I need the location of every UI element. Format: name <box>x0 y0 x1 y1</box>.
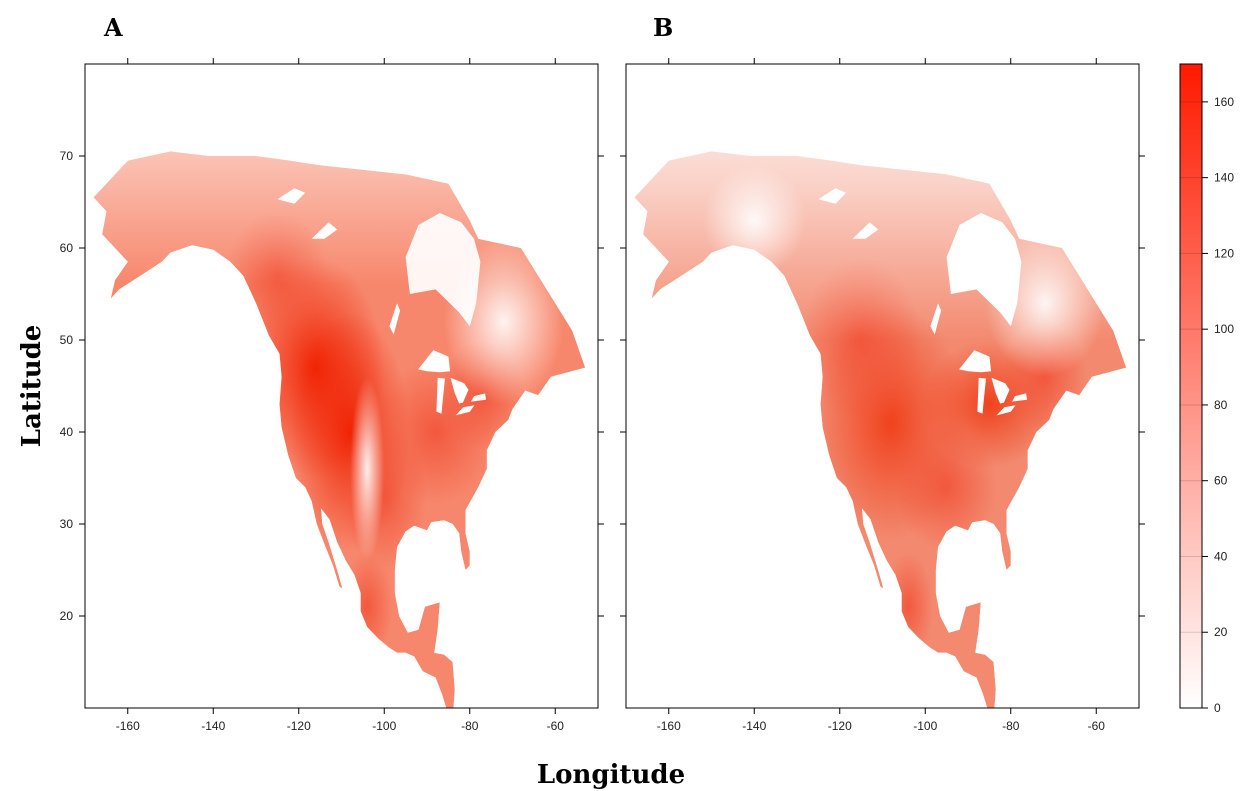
x-tick-label: -80 <box>461 719 479 733</box>
x-tick-label: -140 <box>742 719 766 733</box>
panel-a-label: A <box>103 13 123 42</box>
colorbar-scale <box>1179 63 1203 709</box>
panel-b-lake-erie <box>996 405 1016 416</box>
panel-a-lake-ontario <box>471 393 486 402</box>
panel-b-lake-michigan <box>977 377 986 414</box>
colorbar-tick-label: 100 <box>1214 322 1234 336</box>
panel-b-arctic-fade <box>634 151 1127 340</box>
panel-b-lake-winnipeg <box>930 303 942 335</box>
panel-a-land <box>93 151 586 708</box>
y-tick-label: 60 <box>60 241 74 255</box>
panel-b-intensity-zone <box>895 422 998 552</box>
panel-a-great-bear-lake <box>277 188 306 204</box>
x-axis-title: Longitude <box>537 760 685 790</box>
x-tick-label: -160 <box>116 719 140 733</box>
panel-a-frame <box>84 63 599 709</box>
panel-a-arctic-fade <box>93 151 586 285</box>
panel-a-intensity-zone <box>350 376 385 561</box>
y-tick-label: 40 <box>60 425 74 439</box>
colorbar-tick-label: 80 <box>1214 398 1228 412</box>
colorbar-ticks: 0 20 40 60 80 100 120 140 160 <box>1180 95 1234 715</box>
panel-a: A -160 -140 -120 -100 -80 -60 20 30 40 50 60 70 <box>60 13 604 733</box>
colorbar: 0 20 40 60 80 100 120 140 160 <box>1179 63 1234 715</box>
y-axis-title: Latitude <box>17 325 47 448</box>
panel-b: B -160 -140 -120 -100 -80 -60 <box>620 13 1145 733</box>
x-tick-label: -80 <box>1002 719 1020 733</box>
panel-b-lake-huron <box>991 377 1010 404</box>
panel-a-lake-superior <box>418 350 451 373</box>
colorbar-tick-label: 140 <box>1214 171 1234 185</box>
x-tick-label: -100 <box>372 719 396 733</box>
panel-a-great-slave-lake <box>311 222 338 239</box>
panel-b-great-bear-lake <box>818 188 847 204</box>
panel-a-ticks: -160 -140 -120 -100 -80 -60 20 30 40 50 60 70 <box>60 58 604 733</box>
x-tick-label: -100 <box>913 719 937 733</box>
panel-a-lake-winnipeg <box>389 303 401 335</box>
colorbar-tick-label: 60 <box>1214 474 1228 488</box>
panel-b-frame <box>625 63 1140 709</box>
colorbar-tick-label: 120 <box>1214 246 1234 260</box>
colorbar-tick-label: 20 <box>1214 625 1228 639</box>
panel-b-lake-ontario <box>1012 393 1027 402</box>
panel-b-label: B <box>653 13 673 42</box>
x-tick-label: -60 <box>1088 719 1106 733</box>
panel-a-lake-huron <box>450 377 469 404</box>
x-tick-label: -120 <box>828 719 852 733</box>
colorbar-tick-label: 160 <box>1214 95 1234 109</box>
panel-b-land <box>634 151 1127 708</box>
panel-b-intensity-zone <box>882 551 934 662</box>
y-tick-label: 20 <box>60 609 74 623</box>
panel-b-great-slave-lake <box>852 222 879 239</box>
colorbar-tick-label: 40 <box>1214 549 1228 563</box>
panel-a-hudson-bay <box>405 213 481 327</box>
panel-b-hudson-bay <box>946 213 1022 327</box>
y-tick-label: 30 <box>60 517 74 531</box>
y-tick-label: 50 <box>60 333 74 347</box>
x-tick-label: -160 <box>657 719 681 733</box>
panel-a-intensity-zone <box>341 551 393 662</box>
x-tick-label: -60 <box>547 719 565 733</box>
y-tick-label: 70 <box>60 149 74 163</box>
panel-b-ticks: -160 -140 -120 -100 -80 -60 <box>620 58 1145 733</box>
panel-a-lake-michigan <box>436 377 445 414</box>
panel-b-lake-superior <box>959 350 992 373</box>
panel-a-heatmap <box>93 151 586 708</box>
panel-a-lake-erie <box>455 405 475 416</box>
colorbar-tick-label: 0 <box>1214 701 1221 715</box>
x-tick-label: -140 <box>201 719 225 733</box>
x-tick-label: -120 <box>287 719 311 733</box>
panel-b-heatmap <box>634 151 1127 708</box>
